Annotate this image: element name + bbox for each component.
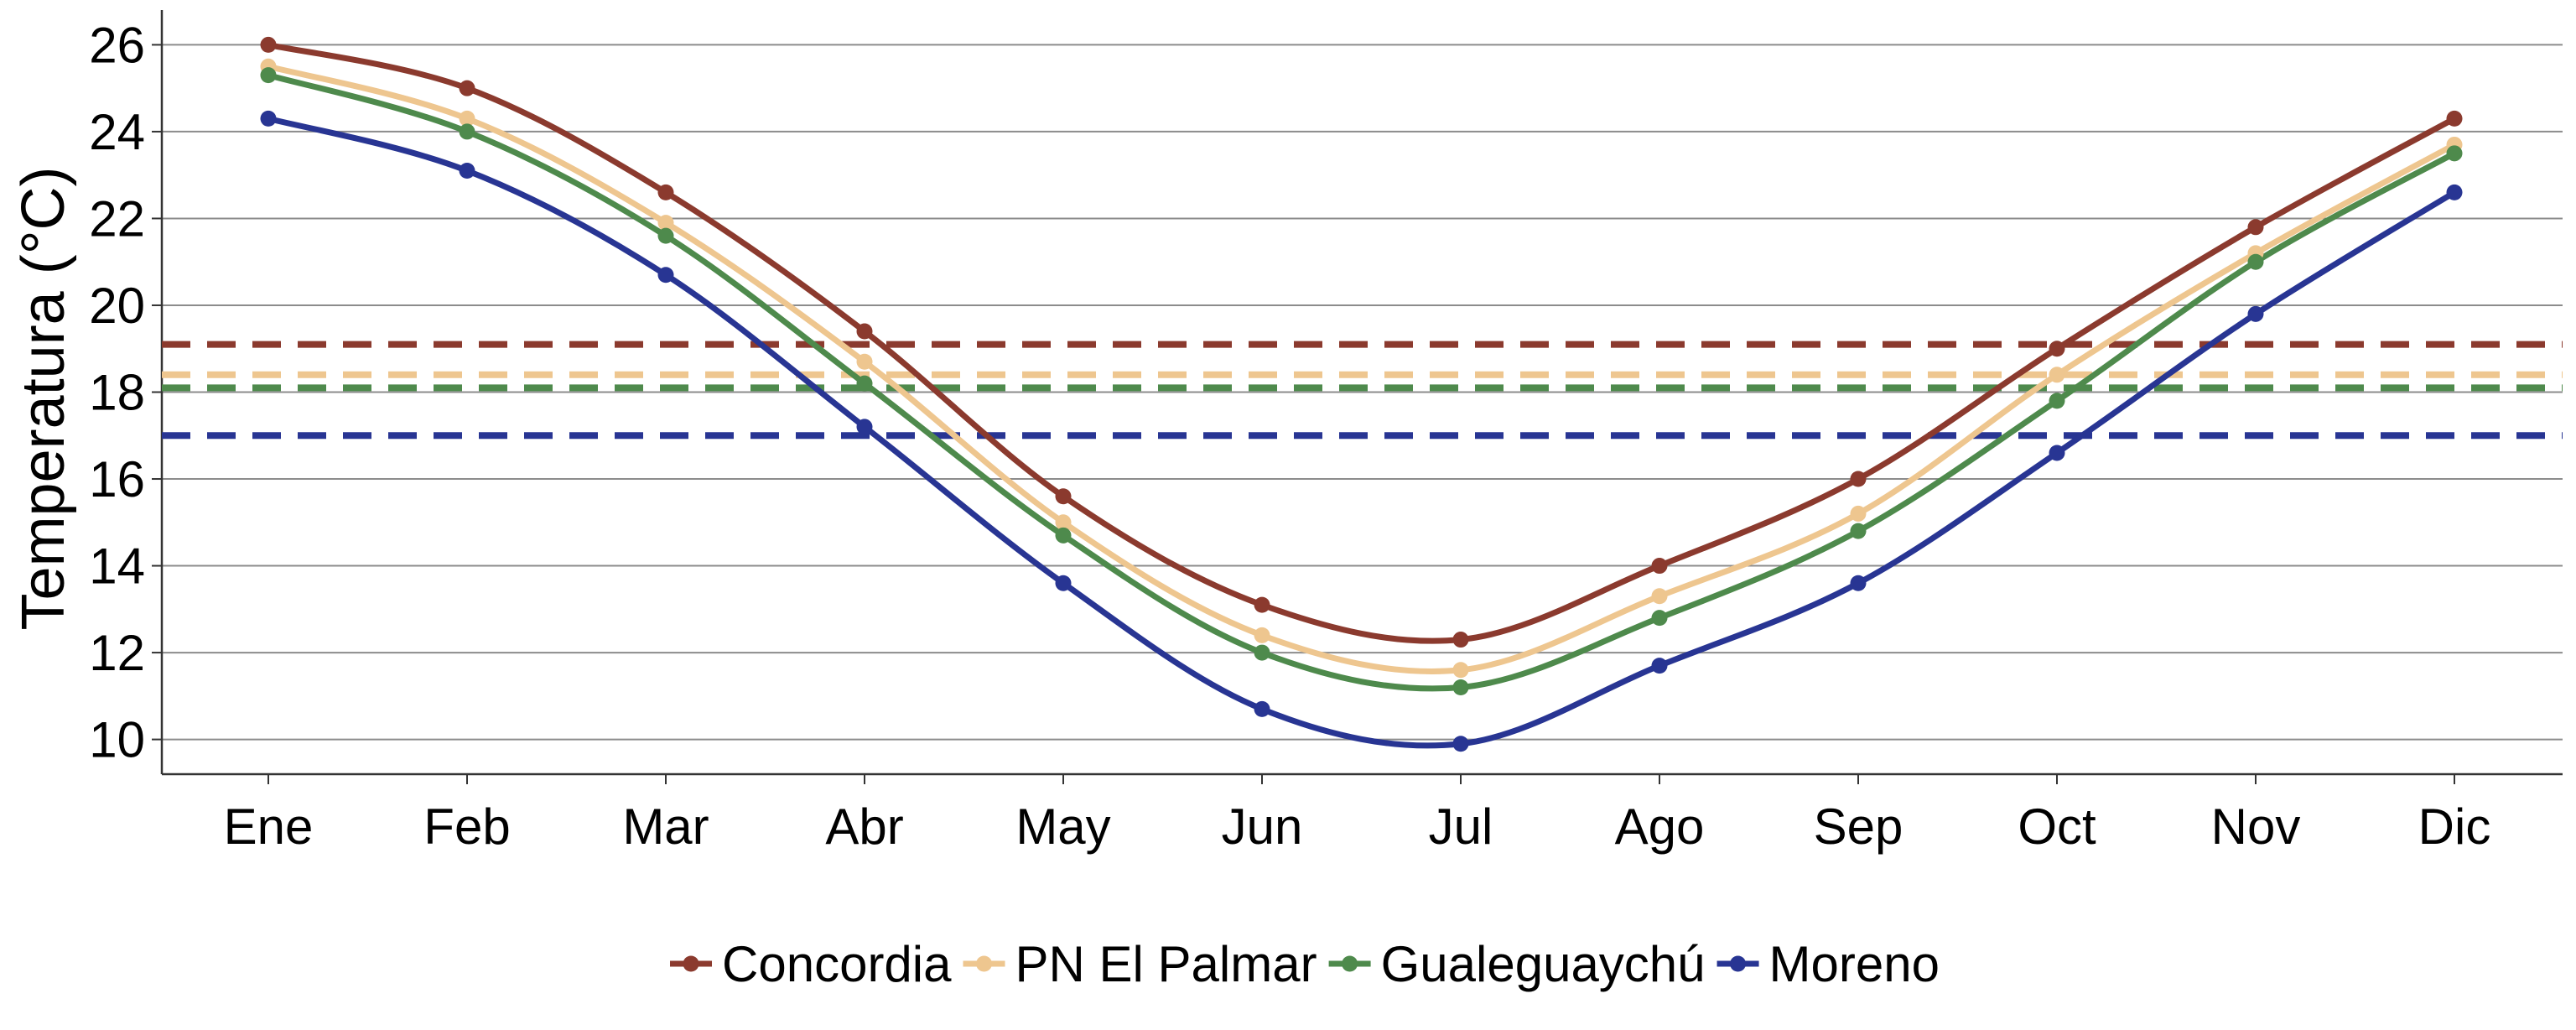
axes <box>152 10 2563 784</box>
data-point <box>1055 575 1072 591</box>
data-point <box>459 80 475 96</box>
data-point <box>2049 393 2065 409</box>
x-tick-label: Mar <box>622 799 709 855</box>
y-tick-label: 12 <box>89 625 145 681</box>
x-tick-label: Abr <box>825 799 903 855</box>
legend-label: Gualeguaychú <box>1381 936 1706 992</box>
series-lines <box>265 41 2458 749</box>
x-tick-label: Ago <box>1615 799 1705 855</box>
data-point <box>1651 558 1668 575</box>
data-point <box>1850 505 1867 522</box>
x-tick-label: Nov <box>2211 799 2301 855</box>
data-point <box>856 353 873 370</box>
y-tick-label: 16 <box>89 451 145 507</box>
legend-swatch-point <box>1342 955 1358 972</box>
data-point <box>1850 471 1867 487</box>
y-tick-label: 26 <box>89 17 145 73</box>
data-point <box>1254 644 1270 661</box>
y-tick-label: 14 <box>89 538 145 595</box>
series-line <box>265 115 2458 749</box>
data-point <box>2446 145 2463 162</box>
data-point <box>1452 662 1469 679</box>
data-point <box>1452 736 1469 752</box>
x-tick-label: Jun <box>1222 799 1303 855</box>
x-tick-label: Ene <box>224 799 314 855</box>
data-point <box>260 110 277 127</box>
legend-swatch-point <box>1730 955 1747 972</box>
data-point <box>2247 219 2264 236</box>
data-point <box>1055 527 1072 544</box>
x-tick-label: Oct <box>2018 799 2096 855</box>
data-point <box>2049 367 2065 383</box>
data-point <box>657 227 674 244</box>
x-tick-label: Dic <box>2418 799 2491 855</box>
data-point <box>1055 514 1072 531</box>
data-point <box>459 163 475 179</box>
data-point <box>1452 632 1469 648</box>
data-point <box>459 123 475 140</box>
y-tick-label: 24 <box>89 104 145 160</box>
series-line <box>265 63 2458 674</box>
data-point <box>1055 488 1072 505</box>
data-point <box>657 215 674 231</box>
data-point <box>657 184 674 200</box>
data-points <box>260 36 2463 752</box>
legend: Concordia PN El Palmar Gualeguaychú Moreno <box>670 936 1940 992</box>
data-point <box>856 419 873 435</box>
legend-label: Concordia <box>722 936 952 992</box>
legend-item: PN El Palmar <box>963 936 1317 992</box>
data-point <box>1651 588 1668 605</box>
data-point <box>2049 445 2065 461</box>
data-point <box>1452 679 1469 695</box>
y-tick-label: 10 <box>89 712 145 768</box>
data-point <box>1850 575 1867 591</box>
data-point <box>459 110 475 127</box>
annual-mean-lines <box>162 341 2563 440</box>
x-tick-label: Sep <box>1814 799 1903 855</box>
series-line <box>265 41 2458 644</box>
legend-item: Concordia <box>670 936 952 992</box>
legend-label: Moreno <box>1769 936 1940 992</box>
data-point <box>1651 610 1668 627</box>
data-point <box>1850 523 1867 539</box>
y-tick-label: 20 <box>89 278 145 334</box>
data-point <box>856 323 873 340</box>
y-axis-label: Temperatura (°C) <box>10 167 77 631</box>
data-point <box>260 36 277 53</box>
legend-label: PN El Palmar <box>1015 936 1317 992</box>
data-point <box>2446 184 2463 200</box>
x-tick-label: May <box>1015 799 1110 855</box>
data-point <box>260 67 277 84</box>
data-point <box>2446 110 2463 127</box>
legend-swatch-point <box>976 955 993 972</box>
y-tick-label: 18 <box>89 365 145 421</box>
data-point <box>2049 341 2065 357</box>
data-point <box>1254 700 1270 717</box>
data-point <box>1651 658 1668 674</box>
x-tick-label: Feb <box>423 799 510 855</box>
legend-swatch-point <box>683 955 699 972</box>
data-point <box>1254 596 1270 613</box>
tick-labels: 10 12 14 16 18 20 22 24 26 Ene Feb Mar Abr May Jun Jul A… <box>89 17 2490 855</box>
data-point <box>657 267 674 284</box>
y-tick-label: 22 <box>89 190 145 247</box>
x-tick-label: Jul <box>1429 799 1493 855</box>
gridlines <box>162 44 2563 741</box>
data-point <box>1254 627 1270 643</box>
legend-item: Gualeguaychú <box>1328 936 1706 992</box>
series-line <box>265 72 2458 692</box>
legend-item: Moreno <box>1716 936 1940 992</box>
data-point <box>856 375 873 392</box>
data-point <box>2247 305 2264 322</box>
data-point <box>2247 253 2264 270</box>
